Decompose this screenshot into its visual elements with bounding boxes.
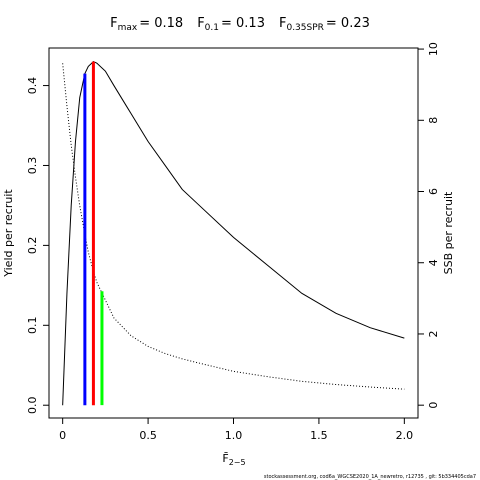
y2-tick-label: 10 — [427, 42, 440, 56]
x-label-sub: 2−5 — [229, 458, 246, 467]
y-axis-label: Yield per recruit — [2, 189, 15, 278]
y-tick-label: 0.0 — [26, 396, 39, 414]
x-tick-label: 0.5 — [139, 429, 157, 442]
footer: stockassessment.org, cod6a_WGCSE2020_1A_… — [264, 474, 476, 480]
y2-tick-label: 4 — [427, 259, 440, 266]
title-symbol: F — [197, 16, 204, 31]
y2-tick-label: 0 — [427, 402, 440, 409]
y2-axis-label: SSB per recruit — [442, 191, 455, 274]
y2-tick-label: 6 — [427, 188, 440, 195]
x-axis-label: F̄2−5 — [222, 452, 245, 467]
y2-tick-label: 8 — [427, 117, 440, 124]
title-value: = 0.23 — [326, 16, 370, 31]
title-subscript: 0.1 — [205, 23, 219, 33]
chart-title: Fmax = 0.18 F0.1 = 0.13 F0.35SPR = 0.23 — [110, 16, 370, 33]
y-tick-label: 0.4 — [26, 77, 39, 95]
y2-tick-label: 2 — [427, 330, 440, 337]
x-tick-label: 1.0 — [225, 429, 243, 442]
plot-box — [48, 47, 419, 419]
title-symbol: F — [279, 16, 286, 31]
x-tick-label: 0 — [59, 429, 66, 442]
y-tick-label: 0.1 — [26, 317, 39, 335]
title-subscript: max — [118, 23, 138, 33]
y-tick-label: 0.2 — [26, 237, 39, 255]
title-value: = 0.13 — [221, 16, 265, 31]
title-subscript: 0.35SPR — [286, 23, 323, 33]
y-tick-label: 0.3 — [26, 157, 39, 175]
title-value: = 0.18 — [139, 16, 183, 31]
x-tick-label: 2.0 — [396, 429, 414, 442]
series-line — [62, 63, 405, 390]
title-symbol: F — [110, 16, 117, 31]
x-tick-label: 1.5 — [310, 429, 328, 442]
series-line — [62, 60, 405, 406]
x-label-base: F̄ — [222, 452, 228, 465]
